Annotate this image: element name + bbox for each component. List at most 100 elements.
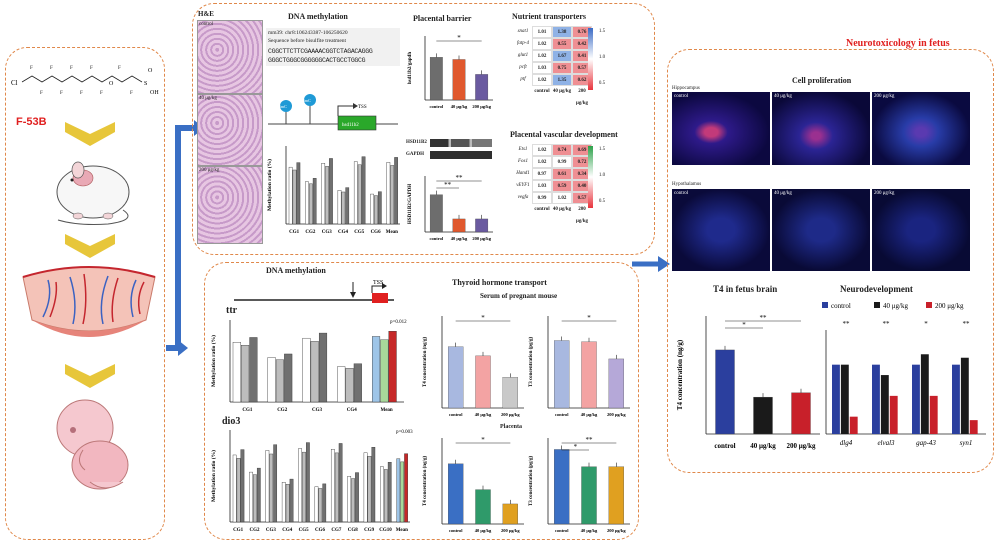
legend-label-1: 40 μg/kg: [883, 302, 908, 310]
bar-CG10-0: [380, 466, 384, 523]
hippocampus-label: Hippocampus: [672, 86, 700, 91]
tick-label: Mean: [396, 528, 408, 533]
bar-gap-43-1: [920, 354, 929, 434]
bar-CG6-2: [322, 483, 327, 523]
svg-text:O: O: [148, 68, 153, 74]
gene-label: gap-43: [916, 439, 936, 447]
bar-dlg4-1: [840, 364, 849, 434]
bar-0: [553, 340, 570, 409]
sig-mark: **: [444, 181, 452, 189]
heatmap-cell: 1.35: [552, 74, 572, 86]
placental-barrier-chart: control 40 μg/kg 200 μg/kg hsd11b2/gapdh *: [408, 34, 493, 109]
bar-CG8-2: [355, 472, 359, 523]
bar-CG2-0: [305, 181, 309, 225]
svg-text:S: S: [144, 81, 147, 87]
bar-1: [475, 355, 491, 409]
bar-CG5-2: [306, 442, 310, 523]
tick-label: Mean: [386, 230, 398, 235]
tick-label-2: 200 μg/kg: [472, 104, 491, 109]
img-label-control: control: [674, 94, 689, 99]
bar-syn1-0: [952, 364, 960, 434]
cell-prolif-title: Cell proliferation: [792, 76, 852, 85]
bar-CG2-2: [256, 467, 261, 523]
bar-CG9-1: [367, 456, 372, 523]
ttr-label: ttr: [226, 305, 238, 316]
he-image-control: [197, 20, 263, 94]
bar-CG1-1: [236, 458, 241, 523]
svg-text:F: F: [118, 66, 121, 71]
bar-CG3-1: [310, 341, 319, 403]
sig-mark: **: [883, 320, 891, 328]
bar-CG6-0: [314, 486, 319, 523]
bar-CG4-2: [289, 478, 294, 523]
pregnant-mouse-illustration: [56, 161, 130, 225]
bar-CG4-0: [281, 482, 286, 523]
heatmap-row-label: glut1: [517, 53, 529, 58]
tick-label-0: control: [429, 104, 443, 109]
heatmap-cell: 1.02: [532, 74, 552, 86]
bar-CG5-0: [298, 448, 302, 523]
sequence-line-2: Sequence before bisulfite treatment: [268, 38, 347, 44]
heatmap-scale-label: 1.5: [598, 29, 606, 34]
sequence-line-1: mm39: chr8:106243387-106250620: [268, 30, 348, 36]
bar-Mean-2: [404, 453, 408, 523]
bar-0: [447, 346, 464, 409]
heatmap-row-label: Fos1: [518, 159, 528, 164]
thyroid-title: Thyroid hormone transport: [452, 278, 547, 287]
sequence-line-4: GGGCTGGGCGGGGGGCACTGCCTGGCG: [268, 57, 366, 64]
heatmap-cell: 0.57: [572, 62, 592, 74]
bar-CG1-0: [232, 342, 241, 403]
bar-CG4-1: [345, 368, 354, 403]
heatmap-col-label: 200 μg/kg: [575, 89, 588, 106]
tick-label-1: 40 μg/kg: [581, 412, 598, 417]
sig-mark: **: [963, 320, 971, 328]
bar-2: [475, 218, 489, 233]
img-label-control-2: control: [674, 191, 689, 196]
heatmap-scale-label: 1.5: [598, 147, 606, 152]
tick-label: CG2: [305, 230, 316, 235]
bar-CG1-2: [296, 162, 301, 225]
bar-gap-43-2: [929, 395, 938, 434]
f53b-structure: Cl F F F F F F F F F F O S OH O: [11, 66, 159, 96]
tick-label-0: control: [555, 528, 569, 533]
bar-Mean-1: [400, 461, 405, 523]
heatmap-cell: 0.61: [552, 168, 572, 180]
bar-CG3-1: [325, 166, 329, 225]
bar-CG6-1: [318, 488, 323, 523]
heatmap-cell: 1.02: [532, 38, 552, 50]
tick-label-0: control: [429, 236, 443, 241]
bar-CG9-2: [371, 447, 376, 523]
fetus-illustration: [56, 399, 129, 490]
sig-mark: *: [481, 436, 485, 444]
tick-label: CG6: [315, 528, 326, 533]
svg-text:F: F: [100, 91, 103, 96]
bar-Mean-2: [394, 157, 398, 225]
placenta-title: Placenta: [500, 424, 522, 430]
bar-CG2-1: [275, 359, 284, 403]
bar-CG3-2: [273, 444, 278, 523]
tick-label: CG1: [233, 528, 244, 533]
tick-label: CG3: [266, 528, 277, 533]
heatmap-cell: 0.55: [552, 38, 572, 50]
tick-label: CG4: [282, 528, 293, 533]
bar-CG3-2: [329, 158, 333, 225]
tick-label-2: 200 μg/kg: [607, 528, 626, 533]
svg-text:F: F: [80, 91, 83, 96]
bar-2: [608, 358, 624, 409]
bar-1: [452, 218, 466, 233]
bar-Mean-2: [388, 331, 397, 403]
vascular-title: Placental vascular development: [510, 130, 618, 139]
heatmap-cell: 1.67: [552, 50, 572, 62]
heatmap-cell: 0.75: [552, 62, 572, 74]
tick-label: Mean: [380, 408, 392, 413]
chevron-down-icon: [65, 122, 115, 146]
heatmap-col-label: 40 μg/kg: [552, 89, 572, 94]
bar-CG4-1: [341, 191, 346, 225]
bar-CG5-1: [357, 164, 362, 225]
heatmap-row-label: Ets1: [518, 147, 528, 152]
heatmap-row-label: vegfa: [517, 195, 529, 200]
sequence-box: [266, 28, 400, 66]
svg-text:F: F: [40, 91, 43, 96]
bar-CG2-2: [284, 353, 293, 403]
bar-CG1-1: [241, 345, 250, 403]
